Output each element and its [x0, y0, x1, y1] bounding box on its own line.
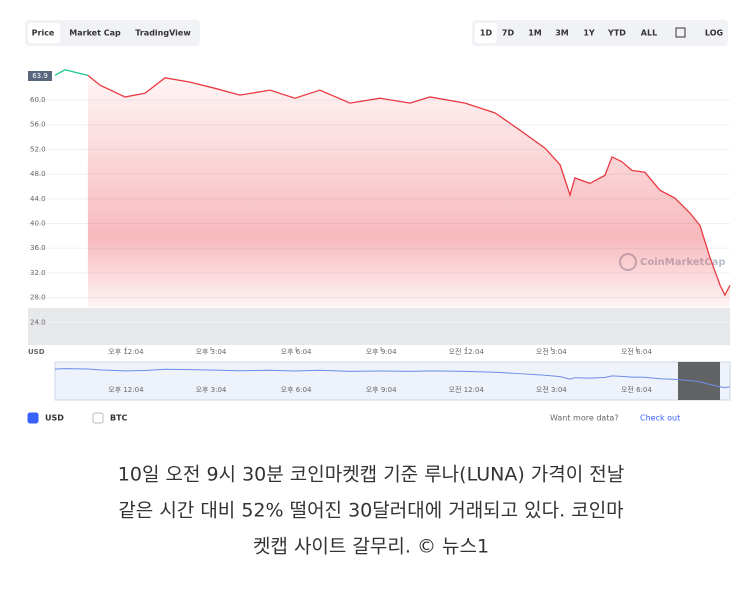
currency-label: USD — [28, 348, 45, 356]
range-button[interactable]: 1D — [480, 29, 493, 38]
x-tick-label: 오후 3:04 — [196, 348, 227, 356]
nav-line — [54, 368, 731, 389]
tab-bar — [25, 20, 200, 46]
x-tick-label: 오전 6:04 — [621, 347, 652, 356]
y-tick-label: 56.0 — [30, 121, 46, 129]
legend-box[interactable] — [92, 412, 104, 424]
tab[interactable]: Market Cap — [69, 29, 121, 38]
caption-line: 켓캡 사이트 갈무리. © 뉴스1 — [253, 536, 489, 558]
y-tick-label: 28.0 — [30, 294, 46, 302]
x-tick-label: 오전 3:04 — [536, 347, 567, 356]
range-bar — [472, 20, 728, 46]
tab[interactable]: TradingView — [135, 29, 191, 38]
volume-band — [28, 308, 730, 345]
x-tick-label: 오전 12:04 — [449, 347, 485, 356]
price-line — [87, 74, 731, 297]
range-button[interactable]: 3M — [555, 29, 569, 38]
range-button[interactable]: YTD — [607, 29, 626, 38]
range-button[interactable]: 1Y — [583, 29, 595, 38]
y-tick-label: 32.0 — [30, 269, 46, 277]
y-tick-label: 40.0 — [30, 220, 46, 228]
y-tick-label: 52.0 — [30, 145, 46, 153]
price-tag-label: 63.9 — [32, 72, 48, 80]
nav-tick-label: 오전 3:04 — [536, 385, 567, 394]
caption-line: 10일 오전 9시 30분 코인마켓캡 기준 루나(LUNA) 가격이 전날 — [118, 464, 624, 486]
check-out[interactable]: Check out — [640, 414, 680, 423]
legend-label: BTC — [110, 414, 128, 423]
navigator — [54, 361, 731, 401]
legend-label: USD — [45, 414, 64, 423]
range-button[interactable]: 1M — [528, 29, 542, 38]
nav-tick-label: 오후 12:04 — [108, 386, 144, 394]
y-tick-label: 60.0 — [30, 96, 46, 104]
y-tick-label: 36.0 — [30, 244, 46, 252]
y-tick-label: 24.0 — [30, 318, 46, 326]
nav-tick-label: 오후 6:04 — [281, 386, 312, 394]
active-range — [475, 23, 497, 43]
active-tab — [28, 23, 60, 43]
range-button[interactable]: ALL — [641, 29, 657, 38]
nav-tick-label: 오전 6:04 — [621, 385, 652, 394]
y-tick-label: 44.0 — [30, 195, 46, 203]
x-tick-label: 오후 9:04 — [366, 348, 397, 356]
more-data: Want more data? — [550, 414, 619, 423]
x-tick-label: 오후 6:04 — [281, 348, 312, 356]
area-fill — [87, 75, 730, 307]
x-tick-label: 오후 12:04 — [108, 348, 144, 356]
legend-box[interactable] — [27, 412, 39, 424]
y-tick-label: 48.0 — [30, 170, 46, 178]
nav-tick-label: 오후 9:04 — [366, 386, 397, 394]
calendar-icon[interactable] — [675, 27, 686, 38]
nav-tick-label: 오전 12:04 — [449, 385, 485, 394]
range-button[interactable]: 7D — [502, 29, 515, 38]
nav-tick-label: 오후 3:04 — [196, 386, 227, 394]
price-line-up — [54, 69, 89, 76]
tab[interactable]: Price — [32, 29, 55, 38]
caption-line: 같은 시간 대비 52% 떨어진 30달러대에 거래되고 있다. 코인마 — [118, 500, 623, 522]
price-tag — [28, 71, 52, 81]
zoom-icon[interactable] — [678, 362, 720, 400]
range-button[interactable]: LOG — [705, 29, 723, 38]
